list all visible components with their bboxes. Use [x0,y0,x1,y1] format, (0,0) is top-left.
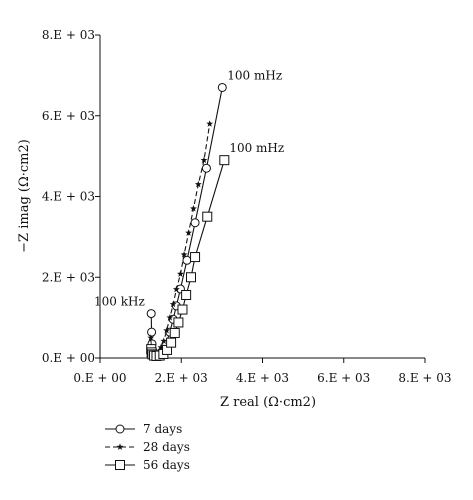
x-tick-label: 6.E + 03 [317,371,370,385]
data-point [190,218,200,228]
frequency-annotation: 100 kHz [94,295,145,309]
data-point [177,270,184,277]
x-tick-label: 4.E + 03 [236,371,289,385]
legend-marker [115,460,125,470]
data-point [181,290,192,301]
data-point [177,304,188,315]
data-point [219,155,230,166]
data-point [201,163,211,173]
legend-label: 56 days [143,458,190,472]
legend-item: 7 days [105,422,182,436]
x-tick-label: 8.E + 03 [398,371,451,385]
legend-label: 7 days [143,422,182,436]
data-point [160,337,168,344]
series-layer [146,82,230,361]
data-point [202,211,213,222]
data-point [186,272,196,283]
x-tick-label: 2.E + 03 [155,371,208,385]
data-point [169,300,177,308]
x-axis: 0.E + 00 2.E + 03 4.E + 03 6.E + 03 8.E + 03… [73,357,452,410]
x-axis-title: Z real (Ω·cm2) [220,395,316,410]
y-tick-label: 8.E + 03 [42,28,95,42]
data-point [146,309,156,319]
legend-label: 28 days [143,440,190,454]
legend-marker [115,424,125,434]
data-point [190,252,201,263]
annotations: 100 kHz 100 mHz 100 mHz [94,68,284,308]
data-point [169,327,180,338]
data-point [185,229,192,236]
data-point [190,205,197,212]
frequency-annotation: 100 mHz [227,68,282,82]
y-ticks: 0.E + 00 2.E + 03 4.E + 03 6.E + 03 8.E + 03 [42,28,100,365]
y-axis: 0.E + 00 2.E + 03 4.E + 03 6.E + 03 8.E + 03… [17,28,101,365]
data-point [173,317,184,328]
legend-item: 28 days [105,440,190,454]
series-circle [146,82,227,361]
legend-marker [116,443,124,450]
series-square [146,155,230,361]
data-point [200,156,208,164]
data-point [172,285,180,293]
y-tick-label: 0.E + 00 [42,351,95,365]
legend-item: 56 days [105,458,190,472]
y-tick-label: 4.E + 03 [42,190,95,204]
data-point [166,314,174,321]
data-point [147,327,157,337]
y-tick-label: 2.E + 03 [42,270,95,284]
data-point [163,326,171,334]
data-point [206,120,214,127]
data-point [147,334,155,341]
data-point [157,343,165,351]
y-tick-label: 6.E + 03 [42,109,95,123]
x-ticks: 0.E + 00 2.E + 03 4.E + 03 6.E + 03 8.E + 03 [73,358,452,385]
x-tick-label: 0.E + 00 [73,371,126,385]
data-point [180,251,188,258]
frequency-annotation: 100 mHz [229,141,284,155]
data-point [217,82,227,92]
data-point [182,255,192,265]
data-point [166,337,177,348]
data-point [194,180,202,188]
legend: 7 days 28 days 56 days [105,422,190,472]
y-axis-title: −Z imag (Ω·cm2) [17,139,32,253]
